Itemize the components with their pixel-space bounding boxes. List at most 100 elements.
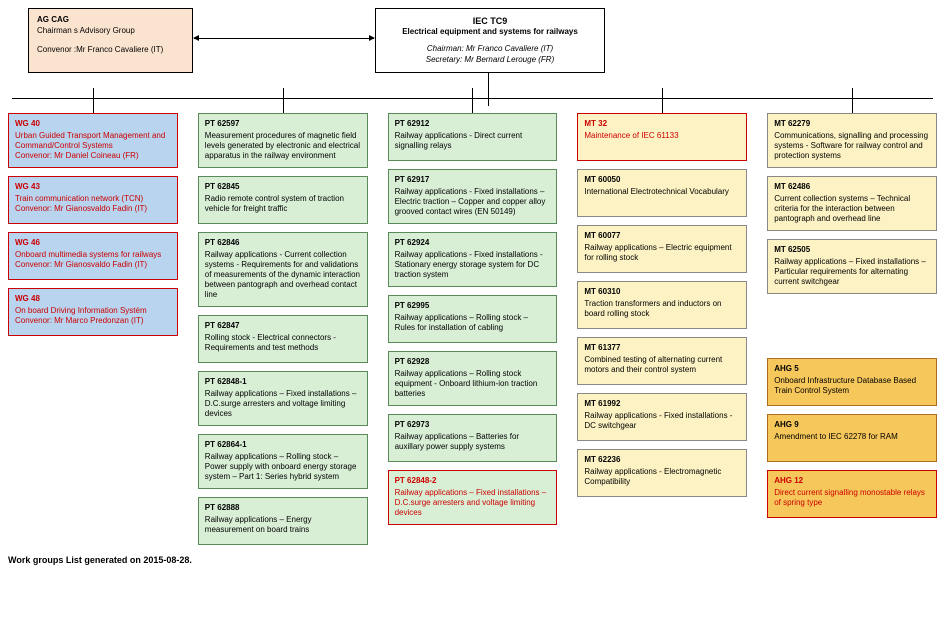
- node-text: Train communication network (TCN): [15, 194, 171, 204]
- node-code: PT 62597: [205, 119, 361, 129]
- node-text: Combined testing of alternating current …: [584, 355, 740, 375]
- node-pt-62847: PT 62847 Rolling stock - Electrical conne…: [198, 315, 368, 363]
- node-text: Traction transformers and inductors on b…: [584, 299, 740, 319]
- node-pt-62973: PT 62973 Railway applications – Batteries…: [388, 414, 558, 462]
- node-code: PT 62928: [395, 357, 551, 367]
- node-code: MT 62236: [584, 455, 740, 465]
- node-mt-62505: MT 62505 Railway applications – Fixed ins…: [767, 239, 937, 294]
- node-pt-62912: PT 62912 Railway applications - Direct cu…: [388, 113, 558, 161]
- node-pt-62597: PT 62597 Measurement procedures of magnet…: [198, 113, 368, 168]
- node-code: PT 62848-2: [395, 476, 551, 486]
- node-code: PT 62973: [395, 420, 551, 430]
- column-1: PT 62597 Measurement procedures of magnet…: [198, 113, 368, 545]
- node-wg-43: WG 43Train communication network (TCN)Co…: [8, 176, 178, 224]
- node-text: Onboard multimedia systems for railways: [15, 250, 171, 260]
- node-text: Railway applications - Fixed installatio…: [395, 187, 551, 217]
- node-code: PT 62847: [205, 321, 361, 331]
- node-text: Radio remote control system of traction …: [205, 194, 361, 214]
- node-text: Railway applications – Rolling stock – R…: [395, 313, 551, 333]
- node-text: Railway applications – Energy measuremen…: [205, 515, 361, 535]
- node-code: AHG 12: [774, 476, 930, 486]
- node-code: MT 62505: [774, 245, 930, 255]
- node-mt-61377: MT 61377Combined testing of alternating …: [577, 337, 747, 385]
- node-ahg-12: AHG 12 Direct current signalling monostab…: [767, 470, 937, 518]
- node-text: International Electrotechnical Vocabular…: [584, 187, 740, 197]
- node-pt-62864-1: PT 62864-1 Railway applications – Rolling…: [198, 434, 368, 489]
- node-extra: Convenor: Mr Gianosvaldo Fadin (IT): [15, 260, 171, 270]
- node-code: PT 62845: [205, 182, 361, 192]
- node-text: Current collection systems – Technical c…: [774, 194, 930, 224]
- org-chart-columns: WG 40 Urban Guided Transport Management a…: [8, 113, 937, 545]
- node-code: PT 62995: [395, 301, 551, 311]
- node-extra: Convenor: Mr Gianosvaldo Fadin (IT): [15, 204, 171, 214]
- node-code: PT 62924: [395, 238, 551, 248]
- advisory-group-box: AG CAG Chairman s Advisory Group Conveno…: [28, 8, 193, 73]
- node-ahg-9: AHG 9 Amendment to IEC 62278 for RAM: [767, 414, 937, 462]
- node-pt-62995: PT 62995 Railway applications – Rolling s…: [388, 295, 558, 343]
- node-code: WG 46: [15, 238, 171, 248]
- node-code: AHG 9: [774, 420, 930, 430]
- node-pt-62928: PT 62928 Railway applications – Rolling s…: [388, 351, 558, 406]
- node-mt-62486: MT 62486 Current collection systems – Tec…: [767, 176, 937, 231]
- node-pt-62846: PT 62846 Railway applications - Current c…: [198, 232, 368, 307]
- node-code: WG 48: [15, 294, 171, 304]
- node-code: MT 61992: [584, 399, 740, 409]
- node-ahg-5: AHG 5 Onboard Infrastructure Database Bas…: [767, 358, 937, 406]
- column-0: WG 40 Urban Guided Transport Management a…: [8, 113, 178, 545]
- node-pt-62845: PT 62845 Radio remote control system of t…: [198, 176, 368, 224]
- node-pt-62848-2: PT 62848-2 Railway applications – Fixed i…: [388, 470, 558, 525]
- node-text: Direct current signalling monostable rel…: [774, 488, 930, 508]
- node-text: Railway applications – Fixed installatio…: [774, 257, 930, 287]
- node-text: Railway applications – Batteries for aux…: [395, 432, 551, 452]
- node-code: WG 40: [15, 119, 171, 129]
- footer-text: Work groups List generated on 2015-08-28…: [8, 555, 937, 565]
- node-text: Urban Guided Transport Management and Co…: [15, 131, 171, 151]
- node-text: Railway applications - Direct current si…: [395, 131, 551, 151]
- node-mt-60310: MT 60310Traction transformers and induct…: [577, 281, 747, 329]
- node-text: Railway applications - Current collectio…: [205, 250, 361, 300]
- node-pt-62924: PT 62924 Railway applications - Fixed ins…: [388, 232, 558, 287]
- ag-code: AG CAG: [37, 15, 184, 26]
- node-text: Railway applications – Rolling stock equ…: [395, 369, 551, 399]
- iec-subtitle: Electrical equipment and systems for rai…: [384, 27, 596, 38]
- node-text: Rolling stock - Electrical connectors - …: [205, 333, 361, 353]
- bidirectional-arrow: [194, 38, 374, 39]
- node-text: Railway applications – Rolling stock – P…: [205, 452, 361, 482]
- node-text: Maintenance of IEC 61133: [584, 131, 740, 141]
- node-code: PT 62864-1: [205, 440, 361, 450]
- spacer: [767, 302, 937, 350]
- node-pt-62888: PT 62888 Railway applications – Energy me…: [198, 497, 368, 545]
- node-text: Railway applications – Electric equipmen…: [584, 243, 740, 263]
- node-pt-62848-1: PT 62848-1Railway applications – Fixed i…: [198, 371, 368, 426]
- ag-convenor: Convenor :Mr Franco Cavaliere (IT): [37, 45, 184, 56]
- node-code: PT 62912: [395, 119, 551, 129]
- node-code: AHG 5: [774, 364, 930, 374]
- connector-vertical: [488, 73, 489, 106]
- node-code: PT 62848-1: [205, 377, 361, 387]
- iec-chairman: Chairman: Mr Franco Cavaliere (IT): [384, 44, 596, 55]
- iec-tc9-box: IEC TC9 Electrical equipment and systems…: [375, 8, 605, 73]
- node-text: Railway applications – Fixed installatio…: [395, 488, 551, 518]
- node-text: Railway applications - Fixed installatio…: [584, 411, 740, 431]
- node-text: Measurement procedures of magnetic field…: [205, 131, 361, 161]
- node-code: MT 62279: [774, 119, 930, 129]
- node-text: Railway applications - Electromagnetic C…: [584, 467, 740, 487]
- node-mt-60077: MT 60077 Railway applications – Electric …: [577, 225, 747, 273]
- org-chart-header: AG CAG Chairman s Advisory Group Conveno…: [8, 8, 937, 88]
- node-code: PT 62888: [205, 503, 361, 513]
- node-code: MT 62486: [774, 182, 930, 192]
- node-mt-62236: MT 62236 Railway applications - Electroma…: [577, 449, 747, 497]
- node-code: MT 60050: [584, 175, 740, 185]
- node-wg-46: WG 46 Onboard multimedia systems for rail…: [8, 232, 178, 280]
- node-code: PT 62917: [395, 175, 551, 185]
- iec-secretary: Secretary: Mr Bernard Lerouge (FR): [384, 55, 596, 66]
- node-text: Onboard Infrastructure Database Based Tr…: [774, 376, 930, 396]
- node-text: Amendment to IEC 62278 for RAM: [774, 432, 930, 442]
- node-wg-48: WG 48On board Driving Information Systém…: [8, 288, 178, 336]
- node-code: MT 60077: [584, 231, 740, 241]
- node-code: PT 62846: [205, 238, 361, 248]
- node-text: Railway applications - Fixed installatio…: [395, 250, 551, 280]
- column-4: MT 62279Communications, signalling and p…: [767, 113, 937, 545]
- node-mt-62279: MT 62279Communications, signalling and p…: [767, 113, 937, 168]
- column-3: MT 32Maintenance of IEC 61133MT 60050Int…: [577, 113, 747, 545]
